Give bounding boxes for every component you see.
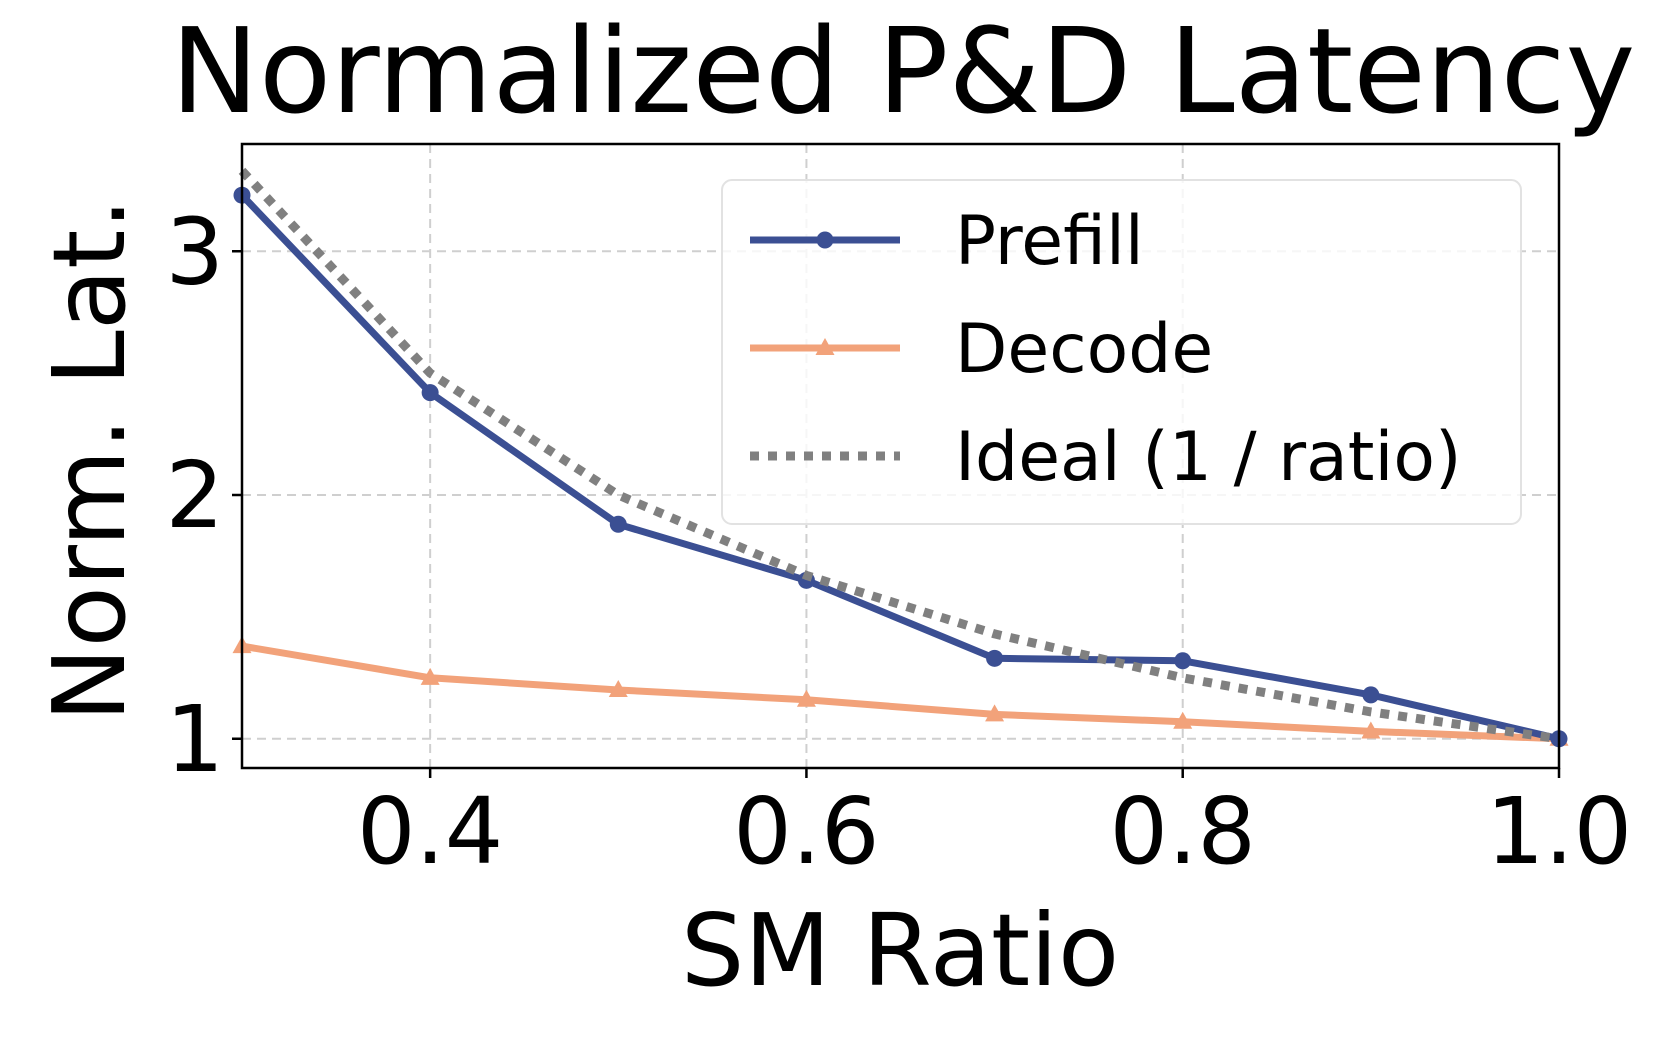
y-tick-label: 2 (165, 442, 224, 549)
decode-point (608, 680, 628, 697)
x-tick-label: 0.6 (733, 778, 879, 885)
x-axis-label: SM Ratio (681, 892, 1119, 1009)
series-line-decode (238, 642, 1563, 743)
decode-point (985, 704, 1005, 722)
legend-marker-prefill (816, 231, 834, 249)
decode-point (420, 667, 440, 685)
legend-label-prefill: Prefill (955, 202, 1144, 281)
prefill-point (1174, 652, 1192, 670)
legend: Prefill Decode Ideal (1 / ratio) (721, 179, 1522, 525)
x-tick-label: 1.0 (1486, 778, 1632, 885)
x-tick-label: 0.8 (1110, 778, 1256, 885)
legend-marker-decode (815, 338, 835, 355)
y-tick-label: 3 (165, 198, 224, 305)
legend-label-ideal: Ideal (1 / ratio) (955, 418, 1461, 497)
prefill-point (1362, 686, 1380, 704)
series-line-prefill (238, 191, 1563, 743)
chart-title: Normalized P&D Latency (171, 2, 1636, 140)
axis-ticks: 0.4 0.6 0.8 1.0 1 2 3 (165, 198, 1632, 885)
prefill-point (609, 515, 627, 533)
prefill-point (421, 384, 439, 402)
y-tick-label: 1 (165, 686, 224, 793)
legend-label-decode: Decode (955, 310, 1213, 389)
series-line-ideal (238, 167, 1560, 744)
decode-point (1361, 721, 1381, 739)
decode-point (1173, 711, 1193, 729)
x-tick-label: 0.4 (357, 778, 503, 885)
y-axis-label: Norm. Lat. (31, 198, 148, 722)
legend-frame (721, 179, 1522, 525)
prefill-point (986, 649, 1004, 667)
decode-point (796, 689, 816, 707)
plot-area-frame (240, 142, 1561, 770)
